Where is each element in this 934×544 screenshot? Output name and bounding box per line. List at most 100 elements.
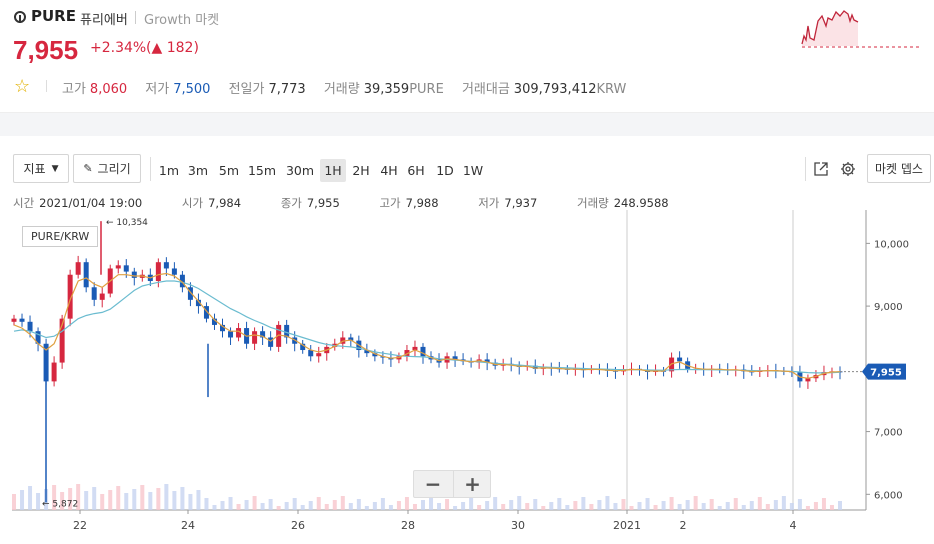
volume-value: 248.9588 <box>613 196 669 210</box>
interval-15m[interactable]: 15m <box>247 163 277 178</box>
coin-name: 퓨리에버 <box>80 13 128 28</box>
volume-bar <box>284 502 289 510</box>
candle-body <box>179 274 185 288</box>
volume-bar <box>292 498 297 510</box>
volume-bar <box>789 503 794 510</box>
volume-bar <box>84 491 89 510</box>
time-label: 시간 <box>13 196 35 210</box>
candle-body <box>19 318 25 322</box>
coin-logo-icon <box>14 11 26 23</box>
volume-bar <box>725 502 730 510</box>
market-depth-button[interactable]: 마켓 뎁스 <box>867 154 931 183</box>
volume-bar <box>124 493 129 510</box>
interval-1D[interactable]: 1D <box>436 163 454 178</box>
draw-label: 그리기 <box>97 162 131 176</box>
candle-body <box>348 337 354 341</box>
volume-bar <box>565 505 570 510</box>
mini-chart-line <box>801 10 859 45</box>
volume-bar <box>677 504 682 510</box>
volume-bar <box>300 505 305 510</box>
favorite-star-icon[interactable]: ☆ <box>14 76 31 97</box>
candle-body <box>35 331 41 344</box>
candle-body <box>59 318 65 363</box>
candle-body <box>532 365 538 369</box>
volume-bar <box>838 501 842 510</box>
volume-bar <box>244 500 249 510</box>
candle-body <box>163 262 169 269</box>
x-tick-label: 2021 <box>613 519 641 532</box>
divider <box>805 157 806 181</box>
low-label: 저가 <box>145 82 170 97</box>
high-label: 고가 <box>62 82 86 97</box>
volume-bar <box>420 500 425 510</box>
interval-1W[interactable]: 1W <box>462 163 484 178</box>
y-tick-label: 9,000 <box>874 302 903 313</box>
candle-body <box>187 287 193 300</box>
volume-bar <box>356 499 361 510</box>
zoom-out-button[interactable]: − <box>424 472 442 496</box>
y-tick-label: 7,000 <box>874 428 903 439</box>
interval-1m[interactable]: 1m <box>158 163 180 178</box>
volume-bar <box>669 497 674 510</box>
volume-bar <box>501 504 506 510</box>
volume-bar <box>629 506 634 510</box>
volume-bar <box>685 500 690 510</box>
volume-bar <box>805 506 810 510</box>
interval-6H[interactable]: 6H <box>407 163 425 178</box>
moving-average-slow <box>13 280 841 374</box>
volume-bar <box>477 505 482 510</box>
volume-bar <box>509 500 514 510</box>
draw-button[interactable]: ✎ 그리기 <box>73 154 141 183</box>
volume-bar <box>613 503 618 510</box>
zoom-in-button[interactable]: + <box>453 471 491 497</box>
volume-bar <box>380 498 385 510</box>
x-tick-label: 22 <box>73 519 87 532</box>
volume-bar <box>100 494 105 510</box>
change-value: 182 <box>166 40 194 56</box>
candle-body <box>268 337 274 347</box>
volume-bar <box>557 498 562 510</box>
interval-3m[interactable]: 3m <box>187 163 209 178</box>
y-tick-label: 10,000 <box>874 239 909 250</box>
coin-symbol: PURE <box>31 7 76 25</box>
candle-body <box>364 350 370 354</box>
indicator-button[interactable]: 지표 ▼ <box>13 154 69 183</box>
candle-body <box>372 353 378 357</box>
volume-bar <box>172 491 177 510</box>
market-label: Growth 마켓 <box>144 13 220 28</box>
external-link-icon[interactable] <box>814 162 828 176</box>
candle-body <box>203 306 209 319</box>
candle-body <box>404 350 410 357</box>
volume-bar <box>92 487 97 510</box>
interval-1H[interactable]: 1H <box>320 159 346 182</box>
volume-bar <box>68 488 73 510</box>
interval-4H[interactable]: 4H <box>380 163 398 178</box>
close-label: 종가 <box>280 196 302 210</box>
volume-bar <box>589 504 594 510</box>
volume-bar <box>621 499 626 510</box>
zoom-controls: − + <box>413 470 491 498</box>
price-chart[interactable]: 10,0009,0008,0007,0006,00022242628302021… <box>0 210 934 540</box>
chart-canvas[interactable]: 10,0009,0008,0007,0006,00022242628302021… <box>0 210 934 540</box>
high-value: 7,988 <box>405 196 439 210</box>
volume-bar <box>429 496 434 510</box>
interval-30m[interactable]: 30m <box>285 163 315 178</box>
gear-icon[interactable] <box>840 161 856 177</box>
chart-toolbar: 지표 ▼ ✎ 그리기 1m 3m 5m 15m 30m 1H 2H 4H 6H 1D 1W 마켓 뎁… <box>0 154 934 186</box>
volume-bar <box>372 502 377 510</box>
candle-body <box>308 350 314 357</box>
volume-bar <box>140 485 145 510</box>
volume-bar <box>324 504 329 510</box>
volume-bar <box>332 500 337 510</box>
trade-value-label: 거래대금 <box>461 82 510 97</box>
volume-bar <box>605 496 610 510</box>
candle-body <box>316 353 322 357</box>
max-price-marker: ← 10,354 <box>106 218 148 228</box>
interval-2H[interactable]: 2H <box>352 163 370 178</box>
candle-body <box>284 324 290 338</box>
candle-body <box>67 274 73 319</box>
volume-bar <box>260 503 265 510</box>
volume-bar <box>204 498 209 510</box>
interval-5m[interactable]: 5m <box>218 163 240 178</box>
volume-bar <box>196 490 201 510</box>
